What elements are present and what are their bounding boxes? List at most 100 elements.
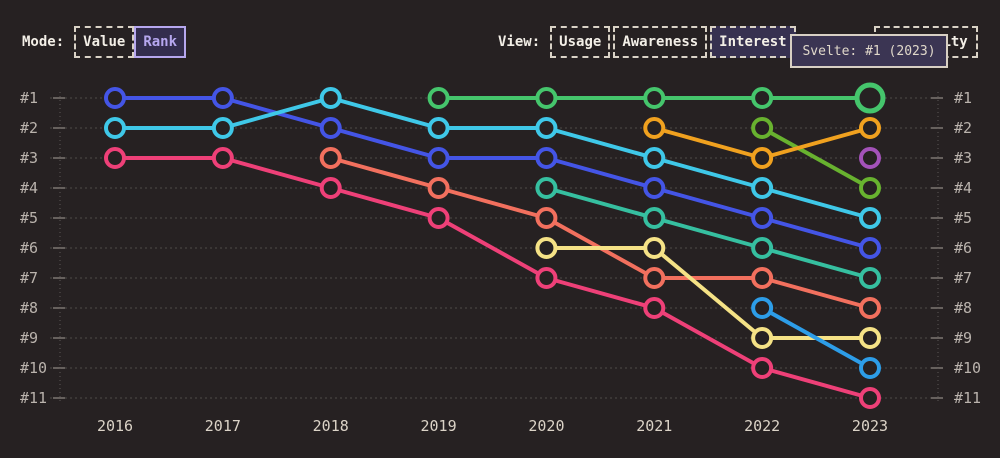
point-series-teal-2020[interactable] [535,177,558,199]
mode-rank-button[interactable]: Rank [134,26,187,58]
point-series-salmon-2023[interactable] [858,297,881,319]
point-series-cyan-2017[interactable] [211,117,234,139]
point-series-indigo-2019[interactable] [427,147,450,169]
point-series-indigo-2022[interactable] [751,207,774,229]
point-series-salmon-2019[interactable] [427,177,450,199]
year-label: 2019 [421,417,457,435]
rank-label-right: #3 [954,149,972,167]
point-series-pink-2019[interactable] [427,207,450,229]
year-label: 2016 [97,417,133,435]
point-series-cyan-2020[interactable] [535,117,558,139]
point-series-pink-2017[interactable] [211,147,234,169]
view-interest-button[interactable]: Interest [710,26,796,58]
rank-label-right: #8 [954,299,972,317]
point-series-cyan-2021[interactable] [643,147,666,169]
point-series-yellow-2021[interactable] [643,237,666,259]
tooltip-text: Svelte: #1 (2023) [802,43,936,59]
point-svelte-2020[interactable] [535,87,558,109]
point-series-pink-2016[interactable] [104,147,126,169]
point-series-orange-2023[interactable] [858,117,881,139]
point-series-teal-2023[interactable] [858,267,881,289]
rank-label-left: #11 [20,389,47,407]
line-series-teal [544,186,872,280]
point-series-salmon-2022[interactable] [751,267,774,289]
point-series-azure-2022[interactable] [751,297,774,319]
point-series-indigo-2016[interactable] [104,87,126,109]
point-series-indigo-2020[interactable] [535,147,558,169]
point-series-pink-2020[interactable] [535,267,558,289]
tooltip: Svelte: #1 (2023) [790,34,948,68]
rank-label-right: #6 [954,239,972,257]
point-series-purple-2023[interactable] [858,147,881,169]
line-series-cyan [113,96,872,220]
point-series-azure-2023[interactable] [858,357,881,379]
point-series-salmon-2018[interactable] [319,147,342,169]
point-series-olive-2023[interactable] [858,177,881,199]
mode-toggle-group: Mode: Value Rank [22,26,187,58]
point-series-cyan-2016[interactable] [104,117,126,139]
point-series-indigo-2017[interactable] [211,87,234,109]
rank-label-left: #2 [20,119,38,137]
point-series-cyan-2023[interactable] [858,207,881,229]
point-svelte-2022[interactable] [751,87,774,109]
rank-label-left: #3 [20,149,38,167]
line-series-olive [760,126,872,190]
point-series-cyan-2018[interactable] [319,87,342,109]
year-label: 2021 [636,417,672,435]
point-series-cyan-2022[interactable] [751,177,774,199]
rank-label-right: #2 [954,119,972,137]
line-series-salmon [328,156,872,310]
year-label: 2017 [205,417,241,435]
rank-label-left: #10 [20,359,47,377]
rank-label-left: #9 [20,329,38,347]
year-label: 2022 [744,417,780,435]
point-series-teal-2021[interactable] [643,207,666,229]
rank-label-right: #11 [954,389,981,407]
rank-label-left: #6 [20,239,38,257]
rank-label-right: #4 [954,179,972,197]
point-series-yellow-2020[interactable] [535,237,558,259]
rank-label-left: #1 [20,89,38,107]
rank-label-right: #10 [954,359,981,377]
year-label: 2020 [528,417,564,435]
point-series-yellow-2023[interactable] [858,327,881,349]
point-series-pink-2021[interactable] [643,297,666,319]
point-series-orange-2022[interactable] [751,147,774,169]
rank-label-right: #5 [954,209,972,227]
point-series-salmon-2021[interactable] [643,267,666,289]
rank-label-right: #9 [954,329,972,347]
mode-label: Mode: [22,34,65,50]
view-awareness-button[interactable]: Awareness [613,26,708,58]
point-series-pink-2018[interactable] [319,177,342,199]
point-series-orange-2021[interactable] [643,117,666,139]
line-series-azure [760,306,872,370]
year-label: 2018 [313,417,349,435]
point-series-salmon-2020[interactable] [535,207,558,229]
point-svelte-2019[interactable] [427,87,450,109]
year-label: 2023 [852,417,888,435]
rank-label-left: #4 [20,179,38,197]
point-series-indigo-2021[interactable] [643,177,666,199]
rank-label-right: #7 [954,269,972,287]
rank-label-left: #5 [20,209,38,227]
point-series-teal-2022[interactable] [751,237,774,259]
mode-value-button[interactable]: Value [74,26,135,58]
point-series-indigo-2023[interactable] [858,237,881,259]
point-series-pink-2022[interactable] [751,357,774,379]
point-svelte-2023[interactable] [854,82,886,114]
view-label: View: [498,34,541,50]
point-series-olive-2022[interactable] [751,117,774,139]
rank-label-left: #7 [20,269,38,287]
point-series-cyan-2019[interactable] [427,117,450,139]
view-usage-button[interactable]: Usage [550,26,611,58]
rank-label-right: #1 [954,89,972,107]
rank-label-left: #8 [20,299,38,317]
line-series-indigo [113,96,872,250]
point-series-indigo-2018[interactable] [319,117,342,139]
point-series-pink-2023[interactable] [858,387,881,409]
point-series-yellow-2022[interactable] [751,327,774,349]
line-series-pink [113,156,872,400]
point-svelte-2021[interactable] [643,87,666,109]
